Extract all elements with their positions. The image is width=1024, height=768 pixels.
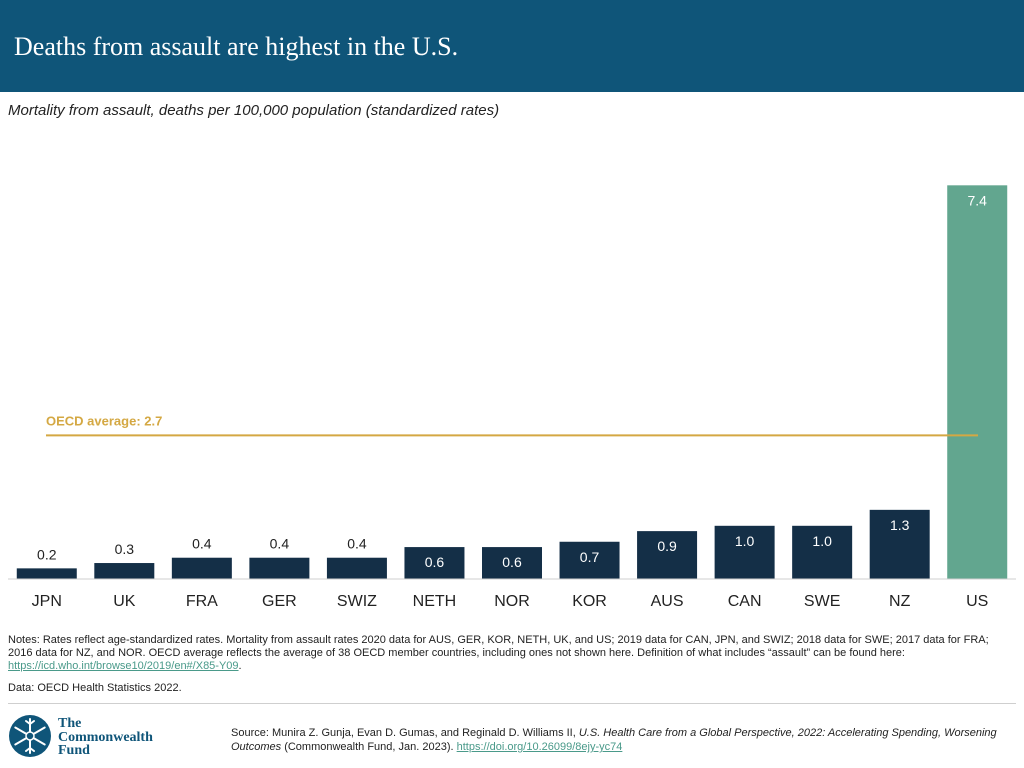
bar-us: [947, 185, 1008, 579]
bar-ger: [249, 557, 310, 579]
x-tick-jpn: JPN: [32, 593, 62, 610]
chart-subtitle: Mortality from assault, deaths per 100,0…: [8, 102, 500, 119]
doi-link[interactable]: https://doi.org/10.26099/8ejy-yc74: [456, 741, 623, 753]
bar-kor: [559, 541, 620, 579]
data-label-nz: 1.3: [890, 517, 910, 533]
bar-swiz: [326, 557, 387, 579]
data-source-note: Data: OECD Health Statistics 2022.: [8, 682, 182, 694]
data-label-jpn: 0.2: [37, 546, 57, 562]
data-label-uk: 0.3: [115, 541, 135, 557]
bar-chart: 0.2 JPN 0.3 UK 0.4 FRA 0.4 GER 0.4 SWIZ 0.6 NETH 0.6…: [8, 185, 1016, 610]
notes-text: Notes: Rates reflect age-standardized ra…: [8, 634, 989, 659]
bar-aus: [637, 531, 698, 579]
x-tick-ger: GER: [262, 593, 297, 610]
x-tick-can: CAN: [728, 593, 762, 610]
header-banner: Deaths from assault are highest in the U…: [0, 0, 1024, 92]
logo-line-2: Commonwealth: [58, 729, 153, 745]
x-tick-kor: KOR: [572, 593, 607, 610]
logo-line-1: The: [58, 716, 82, 731]
footer-divider: [8, 703, 1016, 704]
x-tick-aus: AUS: [651, 593, 684, 610]
bar-nz: [869, 509, 930, 579]
source-prefix: Source: Munira Z. Gunja, Evan D. Gumas, …: [231, 727, 579, 739]
bar-fra: [171, 557, 232, 579]
data-label-kor: 0.7: [580, 549, 600, 565]
x-tick-nor: NOR: [494, 593, 530, 610]
bar-neth: [404, 547, 465, 579]
data-label-ger: 0.4: [270, 536, 290, 552]
x-tick-swiz: SWIZ: [337, 593, 377, 610]
bar-jpn: [16, 568, 77, 579]
notes: Notes: Rates reflect age-standardized ra…: [8, 634, 1008, 673]
source-suffix: (Commonwealth Fund, Jan. 2023).: [281, 741, 457, 753]
source-citation: Source: Munira Z. Gunja, Evan D. Gumas, …: [231, 726, 1011, 754]
page-title: Deaths from assault are highest in the U…: [14, 32, 459, 61]
data-label-swe: 1.0: [812, 533, 832, 549]
data-label-fra: 0.4: [192, 536, 212, 552]
logo-wordmark: The Commonwealth Fund: [58, 717, 153, 758]
x-tick-fra: FRA: [186, 593, 218, 610]
x-tick-uk: UK: [113, 593, 136, 610]
oecd-average-label: OECD average: 2.7: [46, 413, 162, 428]
bar-uk: [94, 563, 155, 579]
bar-nor: [482, 547, 542, 579]
x-tick-neth: NETH: [413, 593, 457, 610]
data-label-aus: 0.9: [657, 538, 677, 554]
data-label-neth: 0.6: [425, 554, 445, 570]
notes-end: .: [238, 660, 242, 672]
data-label-can: 1.0: [735, 533, 755, 549]
icd-link[interactable]: https://icd.who.int/browse10/2019/en#/X8…: [8, 660, 239, 672]
bar-swe: [792, 525, 853, 579]
x-tick-us: US: [966, 593, 988, 610]
commonwealth-fund-logo: The Commonwealth Fund: [8, 714, 178, 762]
snowflake-icon: [9, 715, 51, 757]
bar-can: [714, 525, 775, 579]
data-label-swiz: 0.4: [347, 536, 367, 552]
data-label-us: 7.4: [967, 192, 987, 208]
source-title: U.S. Health Care from a Global Perspecti…: [231, 727, 997, 753]
x-tick-nz: NZ: [889, 593, 911, 610]
x-tick-swe: SWE: [804, 593, 840, 610]
data-label-nor: 0.6: [502, 554, 522, 570]
logo-line-3: Fund: [58, 743, 90, 758]
